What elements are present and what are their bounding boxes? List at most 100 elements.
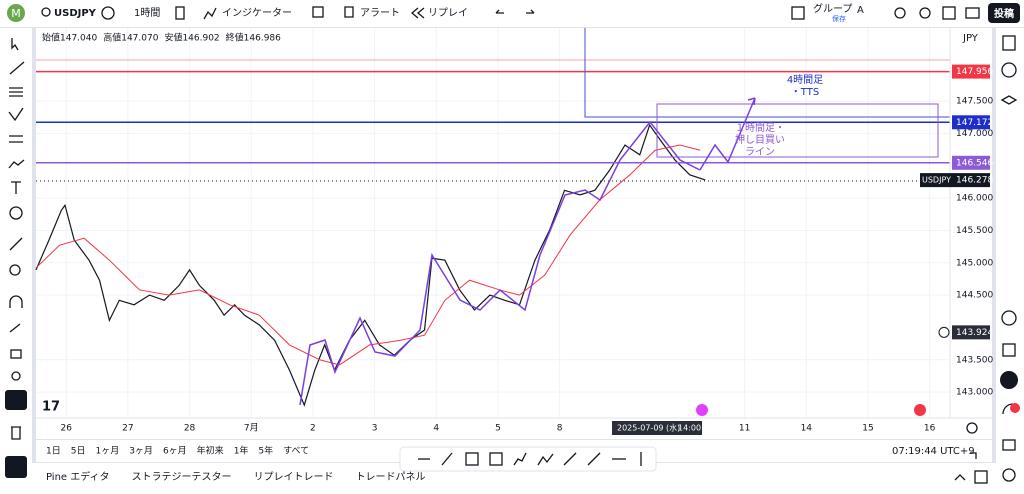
alert-icon (344, 6, 354, 18)
range-button[interactable]: 6ヶ月 (163, 446, 187, 457)
price-level-label: 147.956 (956, 67, 993, 77)
calendar-icon[interactable] (1002, 343, 1016, 357)
line-tool[interactable] (563, 452, 577, 466)
cursor-tool[interactable] (11, 38, 19, 51)
rect-tool[interactable] (465, 452, 479, 466)
maximize-panel-icon[interactable] (974, 470, 988, 484)
four-hour-box (584, 28, 950, 118)
x-tick-label: 14 (801, 424, 813, 434)
ohlc-value: 終値146.986 (226, 32, 281, 44)
redo-icon[interactable] (526, 9, 535, 14)
bottom-tab[interactable]: ストラテジーテスター (132, 471, 232, 483)
bottom-tab[interactable]: トレードパネル (356, 471, 426, 483)
range-button[interactable]: 1年 (234, 445, 249, 457)
ohlc-value: 高値147.070 (103, 32, 158, 44)
y-tick-label: 143.000 (956, 388, 993, 398)
legend: 始値147.040 高値147.070 安値146.902 終値146.986 (42, 32, 281, 44)
expand-panel-icon[interactable] (954, 474, 966, 481)
layout-columns-icon[interactable] (791, 6, 805, 20)
zigzag-tool[interactable] (537, 453, 554, 466)
pen-tool[interactable] (587, 452, 601, 466)
chart-type-icon[interactable] (175, 6, 185, 20)
ray-tool[interactable] (441, 452, 453, 466)
crosshair-tag (952, 325, 990, 340)
bottom-tabs: Pine エディタ ストラテジーテスター リプレイトレード トレードパネル (46, 470, 426, 483)
symbol-tag (920, 173, 952, 188)
range-button[interactable]: すべて (283, 446, 309, 457)
group[interactable]: グループ (813, 2, 852, 15)
trend-line-tool[interactable] (9, 61, 25, 75)
icon-tool[interactable] (9, 206, 23, 220)
wave-drawing (299, 120, 701, 406)
interval[interactable]: 1時間 (134, 7, 160, 19)
news-flag-icon[interactable] (914, 404, 926, 416)
hotlist-icon[interactable] (1001, 310, 1017, 326)
range-button[interactable]: 5日 (71, 446, 86, 457)
magnet-tool[interactable] (9, 295, 23, 308)
link-tool[interactable] (5, 390, 27, 410)
price-line (35, 123, 706, 407)
quick-search-icon[interactable] (894, 7, 906, 19)
apps-icon[interactable] (1000, 371, 1018, 389)
range-button[interactable]: 年初来 (197, 445, 224, 457)
y-tick-label: 147.500 (956, 97, 993, 107)
replay[interactable]: リプレイ (428, 7, 468, 19)
search-icon[interactable] (41, 7, 51, 17)
clock: 07:19:44 UTC+9 (892, 446, 975, 457)
y-tick-label: 144.500 (956, 291, 993, 301)
alerts-icon[interactable] (1001, 62, 1017, 78)
fib-tool[interactable] (9, 87, 23, 97)
add-symbol-icon[interactable] (101, 6, 115, 20)
delete-tool[interactable] (11, 426, 21, 440)
range-button[interactable]: 1ヶ月 (95, 446, 119, 457)
snapshot-icon[interactable] (965, 7, 980, 19)
range-button[interactable]: 3ヶ月 (129, 446, 153, 457)
annotation: ・TTS (791, 87, 819, 98)
zoom-tool[interactable] (9, 264, 21, 276)
bottom-tab[interactable]: リプレイトレード (254, 471, 334, 483)
arrow-head (747, 97, 756, 106)
collapse-icon[interactable] (970, 452, 977, 459)
y-tick-label: 145.500 (956, 226, 993, 236)
x-tick-label: 3 (372, 424, 378, 434)
forecast-tool[interactable] (8, 159, 25, 169)
projection-tool[interactable] (9, 135, 23, 143)
visibility-tool[interactable] (11, 371, 21, 381)
pattern-tool[interactable] (8, 107, 24, 122)
layout-icon[interactable] (312, 6, 324, 18)
range-button[interactable]: 5年 (258, 445, 273, 457)
annotation: 4時間足 (787, 74, 823, 86)
indicators[interactable]: インジケーター (222, 7, 292, 19)
watchlist-icon[interactable] (1002, 35, 1016, 51)
range-button[interactable]: 1日 (46, 446, 61, 457)
price-level-tag (952, 115, 990, 130)
symbol[interactable]: USDJPY (54, 8, 97, 19)
favorites-tool[interactable] (5, 456, 27, 478)
text-tool[interactable] (11, 181, 21, 194)
font-setting[interactable]: A (857, 5, 864, 16)
crosshair-add-icon[interactable] (938, 326, 950, 338)
last-price-label: 146.278 (956, 176, 993, 186)
bottom-tab[interactable]: Pine エディタ (46, 470, 110, 483)
publish-button[interactable] (988, 3, 1020, 23)
fullscreen-icon[interactable] (942, 6, 956, 20)
axis-settings-icon[interactable] (966, 422, 978, 434)
layers-icon[interactable] (1000, 95, 1018, 105)
path-tool[interactable] (513, 452, 527, 466)
lock-tool[interactable] (10, 349, 22, 359)
chat-icon[interactable] (1002, 439, 1016, 451)
settings-icon[interactable] (919, 7, 931, 19)
ohlc-value: 始値147.040 (42, 32, 97, 44)
x-tick-label: 27 (122, 424, 133, 434)
position-tool[interactable] (489, 452, 503, 466)
x-tick-label: 5 (495, 424, 501, 434)
avatar[interactable] (7, 4, 25, 22)
measure-tool[interactable] (9, 237, 23, 251)
x-tick-label: 7月 (244, 423, 259, 434)
event-icon[interactable] (696, 404, 708, 416)
draw-mode-tool[interactable] (9, 323, 21, 333)
help-icon[interactable] (1002, 468, 1016, 482)
alert[interactable]: アラート (360, 7, 400, 19)
save[interactable]: 保存 (832, 14, 846, 23)
undo-icon[interactable] (495, 9, 504, 14)
